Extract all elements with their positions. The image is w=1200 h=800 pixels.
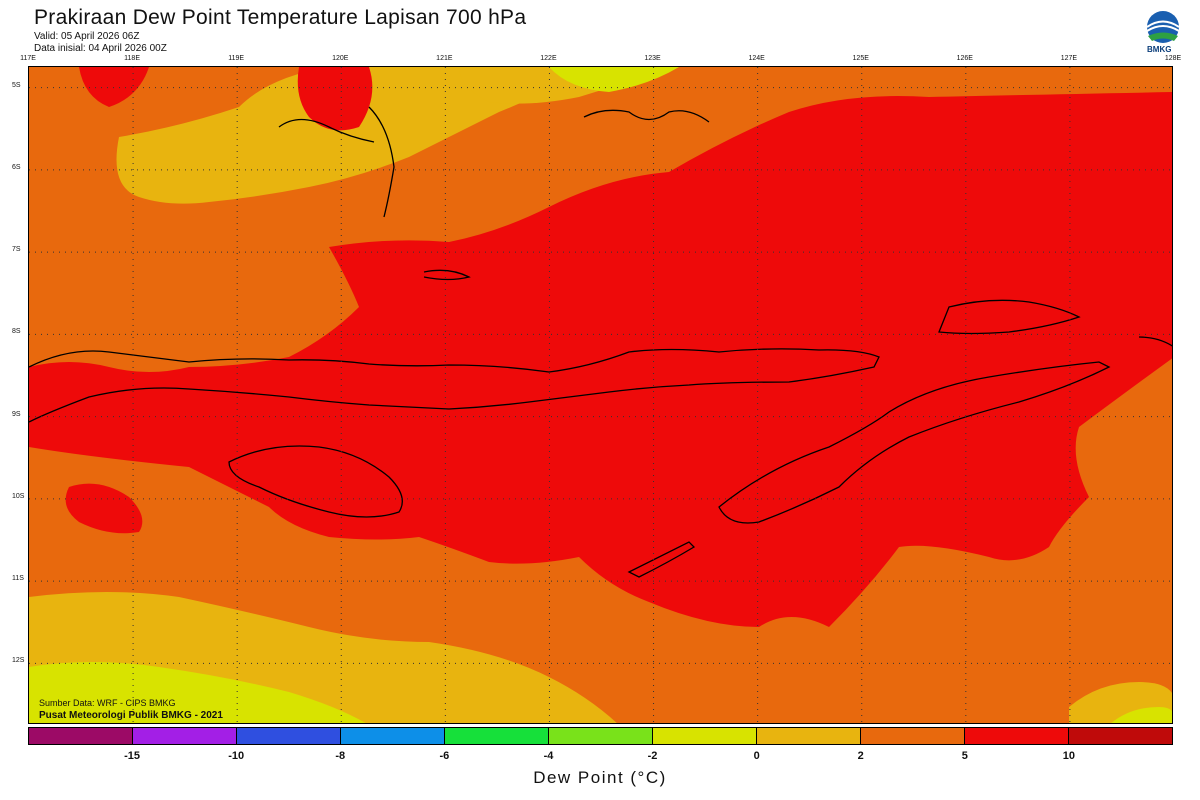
dew-field-red-nw2 xyxy=(297,67,373,131)
colorbar-tick: -2 xyxy=(647,750,658,762)
lon-label: 122E xyxy=(540,55,557,62)
valid-time: Valid: 05 April 2026 06Z xyxy=(34,31,140,42)
logo-text: BMKG xyxy=(1147,45,1172,54)
dew-field-yellow-north xyxy=(116,67,589,204)
lat-label: 8S xyxy=(12,328,21,336)
colorbar-tick: -6 xyxy=(439,750,450,762)
colorbar-tick: 2 xyxy=(857,750,864,762)
lon-label: 126E xyxy=(956,55,973,62)
colorbar-tick: -10 xyxy=(228,750,245,762)
dew-field-red-central xyxy=(29,92,1172,627)
lat-label: 5S xyxy=(12,81,21,89)
init-time: Data inisial: 04 April 2026 00Z xyxy=(34,43,167,54)
dew-field-red-bulge xyxy=(65,483,143,534)
lon-label: 128E xyxy=(1164,55,1182,62)
dew-field-lightyellow-se xyxy=(1111,707,1172,723)
lon-label: 121E xyxy=(436,55,453,62)
lon-label: 118E xyxy=(124,55,140,62)
lon-label: 123E xyxy=(644,55,661,62)
colorbar-segment xyxy=(133,728,237,744)
lat-label: 12S xyxy=(12,657,25,665)
lat-label: 10S xyxy=(12,492,25,500)
colorbar-segment xyxy=(757,728,861,744)
colorbar-tick: 5 xyxy=(961,750,968,762)
lon-label: 124E xyxy=(748,55,765,62)
colorbar-segment xyxy=(965,728,1069,744)
graticule xyxy=(29,67,1172,723)
colorbar-segment xyxy=(861,728,965,744)
colorbar-tick: 0 xyxy=(753,750,760,762)
colorbar-segment xyxy=(341,728,445,744)
lat-label: 6S xyxy=(12,163,21,171)
credit-text: Pusat Meteorologi Publik BMKG - 2021 xyxy=(39,710,223,721)
colorbar-segment xyxy=(549,728,653,744)
lon-label: 117E xyxy=(20,55,36,62)
colorbar-segment xyxy=(29,728,133,744)
colorbar-tick: 10 xyxy=(1062,750,1076,762)
dew-field-lightyellow-south xyxy=(29,662,366,723)
lat-label: 11S xyxy=(12,575,24,583)
dew-field-red-nw xyxy=(79,67,149,107)
map-svg: Sumber Data: WRF - CIPS BMKG Pusat Meteo… xyxy=(29,67,1172,723)
map-title: Prakiraan Dew Point Temperature Lapisan … xyxy=(34,6,527,29)
colorbar-tick: -4 xyxy=(543,750,554,762)
coastlines xyxy=(29,106,1172,578)
colorbar-segment xyxy=(445,728,549,744)
bmkg-logo xyxy=(1146,11,1180,43)
dew-point-map: Sumber Data: WRF - CIPS BMKG Pusat Meteo… xyxy=(28,66,1173,724)
colorbar-segment xyxy=(653,728,757,744)
colorbar-label: Dew Point (°C) xyxy=(533,768,667,787)
colorbar-tick: -15 xyxy=(124,750,141,762)
colorbar-tick: -8 xyxy=(335,750,346,762)
lat-label: 9S xyxy=(12,410,21,418)
colorbar xyxy=(28,727,1173,745)
colorbar-segment xyxy=(237,728,341,744)
lon-label: 120E xyxy=(332,55,349,62)
colorbar-segment xyxy=(1069,728,1172,744)
source-text: Sumber Data: WRF - CIPS BMKG xyxy=(39,698,176,708)
lat-label: 7S xyxy=(12,246,21,254)
lon-label: 127E xyxy=(1060,55,1078,62)
lon-label: 119E xyxy=(228,55,245,62)
lon-label: 125E xyxy=(852,55,869,62)
dew-field-lightyellow-north xyxy=(549,67,679,92)
